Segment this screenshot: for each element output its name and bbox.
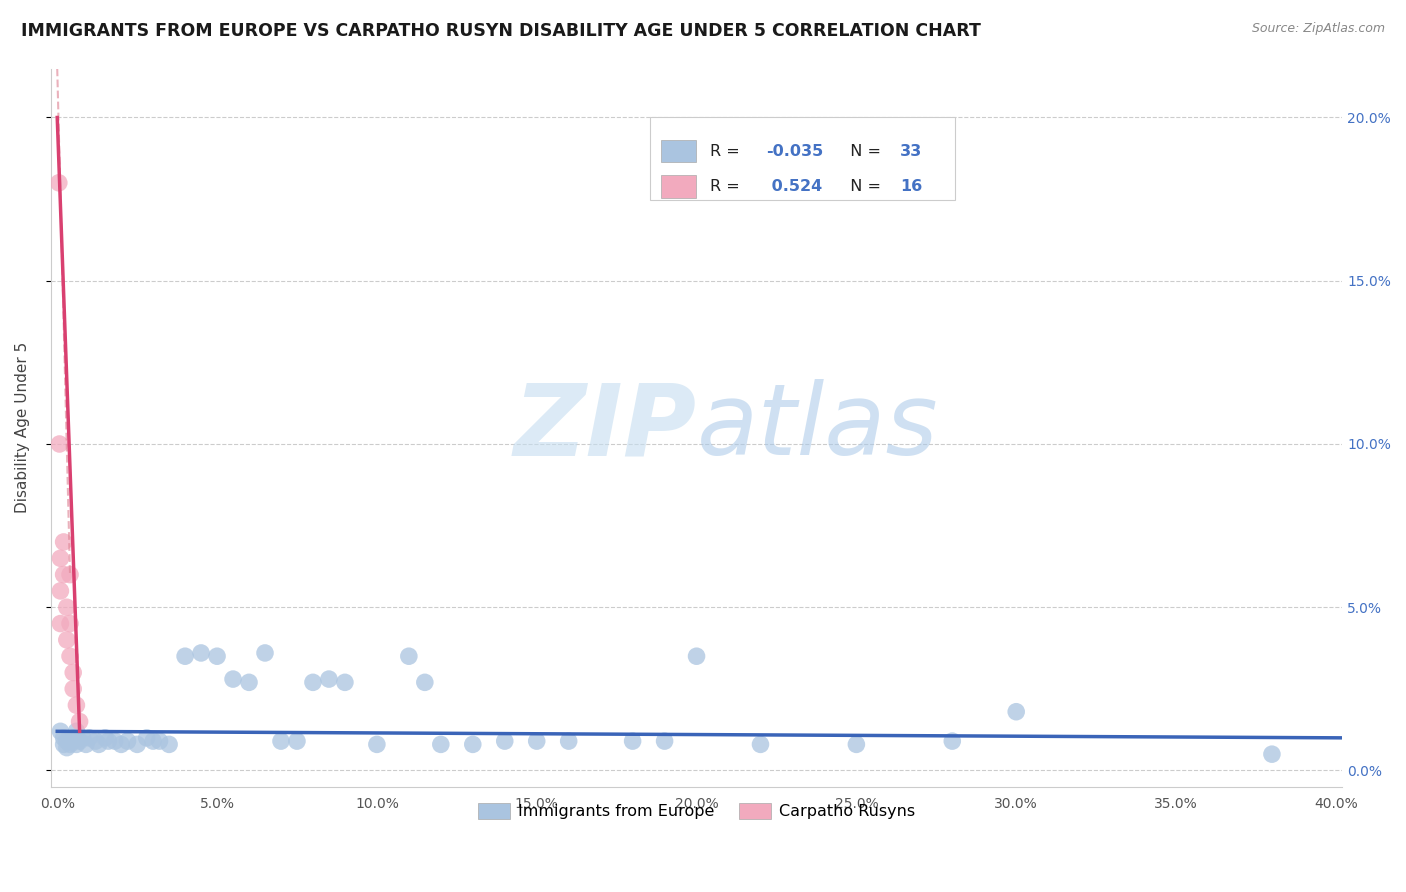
Point bbox=[59, 616, 82, 631]
Point bbox=[148, 734, 170, 748]
Point bbox=[494, 734, 516, 748]
Text: Source: ZipAtlas.com: Source: ZipAtlas.com bbox=[1251, 22, 1385, 36]
Point bbox=[69, 734, 91, 748]
Point bbox=[285, 734, 308, 748]
Point bbox=[104, 734, 127, 748]
Point bbox=[48, 176, 70, 190]
Point bbox=[59, 738, 82, 752]
Point bbox=[62, 734, 84, 748]
Point bbox=[56, 600, 79, 615]
Point bbox=[49, 583, 72, 598]
Text: N =: N = bbox=[839, 179, 886, 194]
Point bbox=[413, 675, 436, 690]
Point bbox=[110, 738, 132, 752]
Point bbox=[302, 675, 325, 690]
Point bbox=[398, 649, 420, 664]
Point bbox=[941, 734, 963, 748]
Point bbox=[174, 649, 197, 664]
Point bbox=[84, 734, 107, 748]
Point bbox=[62, 731, 84, 745]
Text: atlas: atlas bbox=[696, 379, 938, 476]
Point bbox=[75, 738, 97, 752]
Point bbox=[49, 724, 72, 739]
Text: N =: N = bbox=[839, 144, 886, 159]
Point bbox=[461, 738, 484, 752]
Point bbox=[69, 714, 91, 729]
Legend: Immigrants from Europe, Carpatho Rusyns: Immigrants from Europe, Carpatho Rusyns bbox=[472, 797, 921, 825]
Point bbox=[59, 649, 82, 664]
Point bbox=[56, 632, 79, 647]
Text: -0.035: -0.035 bbox=[766, 144, 824, 159]
Text: ZIP: ZIP bbox=[513, 379, 696, 476]
Text: R =: R = bbox=[710, 179, 745, 194]
Point bbox=[65, 698, 87, 713]
Point bbox=[117, 734, 139, 748]
Point bbox=[333, 675, 356, 690]
Point bbox=[557, 734, 579, 748]
Point bbox=[253, 646, 276, 660]
Point bbox=[59, 567, 82, 582]
Text: 16: 16 bbox=[900, 179, 922, 194]
Point bbox=[56, 740, 79, 755]
Point bbox=[238, 675, 260, 690]
Point bbox=[77, 731, 100, 745]
Point bbox=[62, 681, 84, 696]
Text: 0.524: 0.524 bbox=[766, 179, 823, 194]
Point bbox=[526, 734, 548, 748]
Point bbox=[190, 646, 212, 660]
Point bbox=[52, 731, 75, 745]
Point bbox=[654, 734, 676, 748]
Point bbox=[52, 738, 75, 752]
Point bbox=[749, 738, 772, 752]
Point bbox=[430, 738, 453, 752]
Point bbox=[56, 734, 79, 748]
Text: IMMIGRANTS FROM EUROPE VS CARPATHO RUSYN DISABILITY AGE UNDER 5 CORRELATION CHAR: IMMIGRANTS FROM EUROPE VS CARPATHO RUSYN… bbox=[21, 22, 981, 40]
Point bbox=[65, 738, 87, 752]
Point bbox=[1261, 747, 1284, 761]
Text: 33: 33 bbox=[900, 144, 922, 159]
Point bbox=[49, 551, 72, 566]
Point bbox=[621, 734, 644, 748]
Point bbox=[62, 665, 84, 680]
Point bbox=[65, 724, 87, 739]
Point bbox=[52, 535, 75, 549]
Point bbox=[845, 738, 868, 752]
Point bbox=[72, 731, 94, 745]
Point bbox=[318, 672, 340, 686]
Point bbox=[87, 738, 110, 752]
Point bbox=[52, 567, 75, 582]
Point bbox=[366, 738, 388, 752]
Point bbox=[97, 734, 120, 748]
Y-axis label: Disability Age Under 5: Disability Age Under 5 bbox=[15, 342, 30, 513]
Point bbox=[127, 738, 149, 752]
Point bbox=[49, 616, 72, 631]
Point bbox=[1005, 705, 1028, 719]
Point bbox=[222, 672, 245, 686]
Point bbox=[142, 734, 165, 748]
Point bbox=[135, 731, 157, 745]
Point bbox=[205, 649, 228, 664]
Point bbox=[685, 649, 707, 664]
Point bbox=[270, 734, 292, 748]
Point bbox=[48, 437, 70, 451]
Text: R =: R = bbox=[710, 144, 745, 159]
Point bbox=[157, 738, 180, 752]
Point bbox=[94, 731, 117, 745]
